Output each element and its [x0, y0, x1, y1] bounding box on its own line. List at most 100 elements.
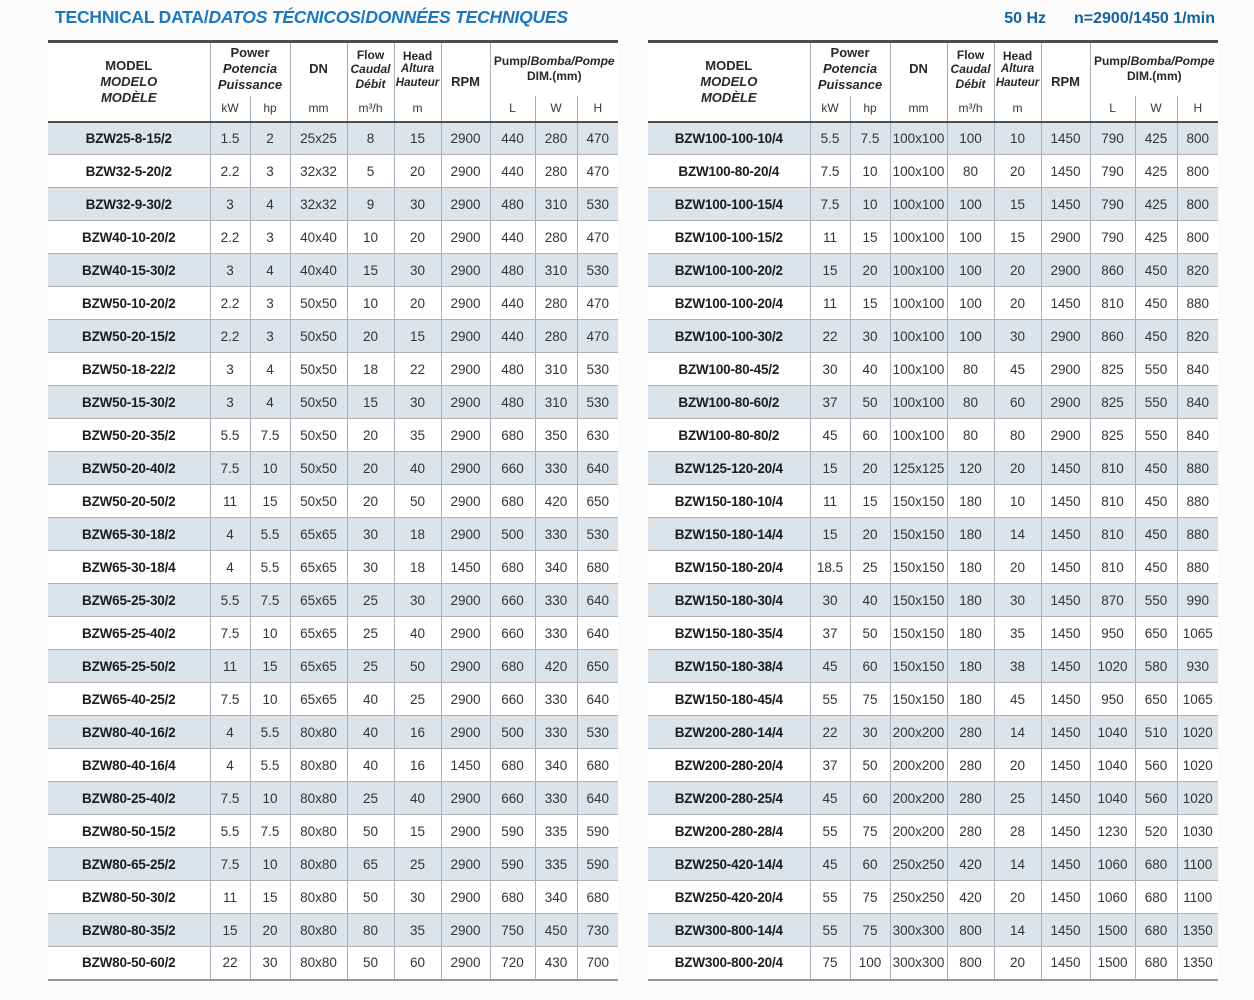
table-row: BZW80-50-30/2 11 15 80x80 50 30 2900 680 340 680 — [48, 880, 619, 914]
value-cell: 38 — [993, 649, 1042, 683]
value-cell: 80 — [946, 154, 995, 188]
value-cell: 45 — [809, 418, 851, 452]
value-cell: 640 — [576, 583, 619, 617]
value-cell: 5.5 — [249, 517, 291, 551]
value-cell: 4 — [209, 748, 250, 782]
value-cell: 25 — [993, 781, 1042, 815]
value-cell: 10 — [849, 187, 891, 221]
unit-kw: kW — [209, 95, 250, 122]
table-row: BZW200-280-20/4 37 50 200x200 280 20 1450 1040 5… — [648, 748, 1219, 782]
value-cell: 2900 — [440, 649, 491, 683]
model-cell: BZW125-120-20/4 — [648, 451, 811, 485]
table-row: BZW150-180-35/4 37 50 150x150 180 35 1450 950 65… — [648, 616, 1219, 650]
value-cell: 680 — [1134, 913, 1178, 947]
model-cell: BZW150-180-35/4 — [648, 616, 811, 650]
value-cell: 180 — [946, 682, 995, 716]
value-cell: 2900 — [1040, 220, 1091, 254]
value-cell: 20 — [993, 286, 1042, 320]
model-cell: BZW40-10-20/2 — [48, 220, 210, 254]
value-cell: 150x150 — [889, 583, 948, 617]
value-cell: 1350 — [1176, 946, 1219, 980]
value-cell: 440 — [489, 154, 536, 188]
value-cell: 15 — [393, 121, 442, 155]
value-cell: 330 — [534, 781, 578, 815]
unit-h: H — [576, 95, 619, 122]
value-cell: 280 — [534, 319, 578, 353]
value-cell: 15 — [849, 484, 891, 518]
value-cell: 7.5 — [249, 583, 291, 617]
value-cell: 180 — [946, 616, 995, 650]
model-cell: BZW150-180-10/4 — [648, 484, 811, 518]
value-cell: 60 — [993, 385, 1042, 419]
col-rpm: RPM — [440, 41, 491, 122]
unit-hp: hp — [249, 95, 291, 122]
value-cell: 3 — [209, 385, 250, 419]
value-cell: 820 — [1176, 253, 1219, 287]
value-cell: 28 — [993, 814, 1042, 848]
value-cell: 37 — [809, 385, 851, 419]
value-cell: 50x50 — [289, 484, 348, 518]
table-row: BZW100-100-20/2 15 20 100x100 100 20 2900 860 45… — [648, 253, 1219, 287]
value-cell: 330 — [534, 682, 578, 716]
value-cell: 40 — [393, 616, 442, 650]
value-cell: 15 — [393, 814, 442, 848]
value-cell: 20 — [849, 451, 891, 485]
value-cell: 100 — [946, 253, 995, 287]
model-cell: BZW50-20-35/2 — [48, 418, 210, 452]
value-cell: 100x100 — [889, 220, 948, 254]
value-cell: 660 — [489, 451, 536, 485]
value-cell: 40 — [849, 352, 891, 386]
value-cell: 45 — [809, 649, 851, 683]
table-row: BZW100-100-15/4 7.5 10 100x100 100 15 1450 790 4… — [648, 187, 1219, 221]
value-cell: 50x50 — [289, 319, 348, 353]
value-cell: 5.5 — [249, 748, 291, 782]
value-cell: 470 — [576, 121, 619, 155]
value-cell: 280 — [946, 715, 995, 749]
unit-head: m — [993, 95, 1042, 122]
value-cell: 7.5 — [209, 616, 250, 650]
value-cell: 40x40 — [289, 220, 348, 254]
value-cell: 20 — [993, 880, 1042, 914]
model-cell: BZW150-180-14/4 — [648, 517, 811, 551]
table-header: MODEL MODELO MODÈLE Power Potencia Puiss… — [48, 41, 619, 122]
value-cell: 125x125 — [889, 451, 948, 485]
table-row: BZW40-10-20/2 2.2 3 40x40 10 20 2900 440 280 470 — [48, 220, 619, 254]
value-cell: 480 — [489, 352, 536, 386]
table-row: BZW100-100-15/2 11 15 100x100 100 15 2900 790 42… — [648, 220, 1219, 254]
value-cell: 860 — [1089, 253, 1136, 287]
value-cell: 2900 — [440, 913, 491, 947]
value-cell: 32x32 — [289, 187, 348, 221]
value-cell: 330 — [534, 451, 578, 485]
value-cell: 1230 — [1089, 814, 1136, 848]
value-cell: 820 — [1176, 319, 1219, 353]
title-separator: / — [203, 7, 209, 27]
value-cell: 20 — [993, 946, 1042, 980]
value-cell: 15 — [993, 187, 1042, 221]
value-cell: 950 — [1089, 682, 1136, 716]
value-cell: 2900 — [440, 253, 491, 287]
model-cell: BZW150-180-30/4 — [648, 583, 811, 617]
value-cell: 800 — [946, 913, 995, 947]
value-cell: 20 — [249, 913, 291, 947]
table-row: BZW32-9-30/2 3 4 32x32 9 30 2900 480 310 530 — [48, 187, 619, 221]
model-cell: BZW80-50-30/2 — [48, 880, 210, 914]
value-cell: 1020 — [1176, 781, 1219, 815]
unit-dn: mm — [889, 95, 948, 122]
table-row: BZW200-280-25/4 45 60 200x200 280 25 1450 1040 5… — [648, 781, 1219, 815]
value-cell: 14 — [993, 517, 1042, 551]
value-cell: 37 — [809, 748, 851, 782]
value-cell: 660 — [489, 682, 536, 716]
value-cell: 2900 — [440, 517, 491, 551]
value-cell: 680 — [489, 649, 536, 683]
value-cell: 2900 — [440, 220, 491, 254]
unit-dn: mm — [289, 95, 348, 122]
value-cell: 7.5 — [849, 121, 891, 155]
value-cell: 840 — [1176, 352, 1219, 386]
value-cell: 330 — [534, 517, 578, 551]
value-cell: 1450 — [440, 748, 491, 782]
value-cell: 1060 — [1089, 847, 1136, 881]
unit-h: H — [1176, 95, 1219, 122]
value-cell: 2.2 — [209, 286, 250, 320]
value-cell: 810 — [1089, 286, 1136, 320]
